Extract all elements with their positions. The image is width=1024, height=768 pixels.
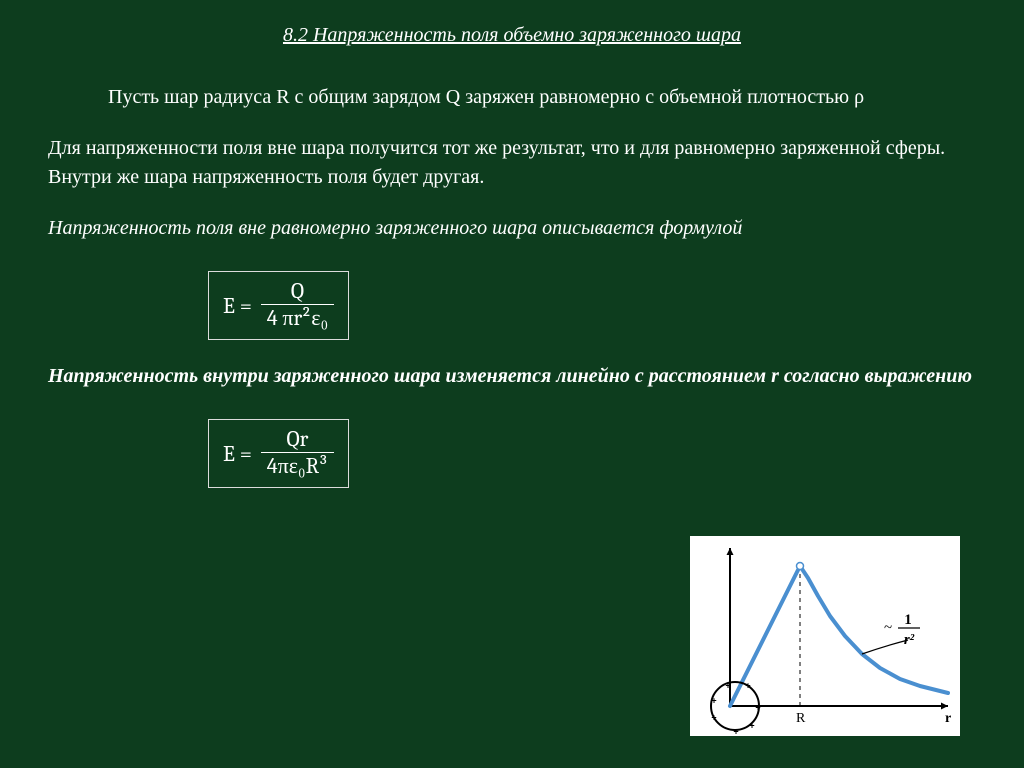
formula2-den: 4πε₀R³	[261, 453, 334, 481]
svg-text:1: 1	[904, 612, 912, 628]
svg-text:+: +	[725, 680, 730, 690]
paragraph-formula2-desc: Напряженность внутри заряженного шара из…	[48, 362, 976, 391]
field-graph: +++++++Rr~ 1r²	[690, 536, 960, 736]
svg-text:R: R	[796, 711, 806, 726]
paragraph-formula1-desc: Напряженность поля вне равномерно заряже…	[48, 214, 976, 243]
svg-text:+: +	[749, 720, 754, 730]
formula2-num: Qr	[261, 426, 334, 453]
svg-text:+: +	[711, 712, 716, 722]
formula1-den: 4 πr²ε₀	[261, 305, 334, 333]
formula1-lhs: E =	[223, 293, 252, 319]
svg-text:+: +	[733, 726, 738, 736]
svg-text:+: +	[711, 695, 716, 705]
paragraph-outside: Для напряженности поля вне шара получитс…	[48, 134, 976, 192]
formula1-num: Q	[261, 278, 334, 305]
formula2-lhs: E =	[223, 441, 252, 467]
svg-text:+: +	[755, 702, 760, 712]
slide-title: 8.2 Напряженность поля объемно заряженно…	[48, 24, 976, 47]
formula-outside-sphere: E = Q 4 πr²ε₀	[208, 271, 349, 340]
svg-text:r: r	[945, 711, 951, 726]
paragraph-intro: Пусть шар радиуса R с общим зарядом Q за…	[48, 83, 976, 112]
svg-text:~: ~	[884, 620, 892, 636]
formula-inside-sphere: E = Qr 4πε₀R³	[208, 419, 349, 488]
svg-text:+: +	[745, 680, 750, 690]
svg-text:r²: r²	[904, 632, 915, 648]
